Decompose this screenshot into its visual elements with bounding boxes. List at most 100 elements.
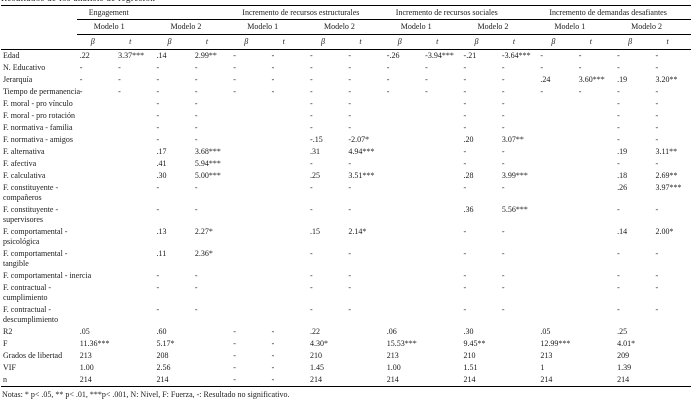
table-cell	[230, 182, 268, 204]
table-cell: .17	[156, 147, 167, 156]
table-cell: -	[271, 51, 275, 60]
table-cell: .24	[540, 75, 551, 84]
table-cell: -3.64***	[501, 51, 531, 60]
table-cell	[192, 350, 230, 362]
table-cell	[345, 326, 383, 338]
table-cell	[384, 98, 422, 110]
table-cell: -	[425, 75, 428, 84]
table-cell: -	[386, 75, 390, 84]
model-header: Modelo 1	[230, 19, 308, 35]
table-cell	[384, 110, 422, 122]
table-cell: -	[386, 63, 390, 72]
table-cell: -	[501, 147, 505, 156]
table-cell: -	[501, 227, 505, 236]
table-cell	[499, 326, 537, 338]
table-cell: -	[118, 75, 121, 84]
table-cell: -	[655, 159, 659, 168]
table-cell: -	[617, 135, 620, 144]
table-cell	[230, 122, 268, 134]
table-cell	[576, 110, 614, 122]
row-label: n	[1, 374, 77, 387]
table-cell: -	[348, 99, 352, 108]
table-cell: -	[425, 87, 428, 96]
group-header-demandas-desafiantes: Incremento de demandas desafiantes	[537, 5, 691, 20]
table-cell	[269, 146, 307, 158]
stub-cell	[1, 20, 77, 35]
beta-column-header: β	[614, 34, 653, 50]
table-cell: -	[463, 99, 467, 108]
table-cell: -.15	[310, 135, 323, 144]
table-cell: -	[463, 75, 467, 84]
table-cell: -	[501, 123, 505, 132]
model-header: Modelo 1	[383, 19, 461, 35]
table-cell	[77, 110, 115, 122]
table-cell	[576, 98, 614, 110]
table-cell: -	[463, 249, 467, 258]
table-cell	[115, 338, 153, 350]
table-cell: -	[463, 183, 467, 192]
table-cell: -	[156, 99, 160, 108]
table-cell: 5.17*	[156, 339, 175, 348]
table-cell: -	[463, 63, 467, 72]
table-cell: 15.53***	[386, 339, 417, 348]
table-cell	[230, 110, 268, 122]
table-cell: 1.51	[463, 363, 478, 372]
table-cell: 214	[460, 374, 499, 387]
row-label: F. normativa - familia	[3, 123, 73, 132]
table-cell	[422, 304, 460, 326]
table-cell	[422, 182, 460, 204]
t-column-header: t	[268, 34, 308, 50]
table-cell: 1.00	[386, 363, 401, 372]
table-cell: -	[156, 283, 160, 292]
row-label: R2	[3, 327, 13, 336]
table-cell	[384, 270, 422, 282]
table-cell: -	[348, 305, 352, 314]
table-cell: -	[348, 111, 352, 120]
row-label: Grados de libertad	[3, 351, 63, 360]
table-cell	[77, 134, 115, 146]
table-cell	[77, 226, 115, 248]
row-label: VIF	[3, 363, 16, 372]
table-cell: .30	[463, 327, 474, 336]
table-cell: -	[156, 305, 160, 314]
stub-cell	[1, 6, 77, 20]
table-cell	[537, 204, 575, 226]
table-cell	[652, 362, 691, 374]
table-cell: -	[310, 63, 313, 72]
table-cell: -	[79, 63, 83, 72]
table-cell: 12.99***	[540, 339, 571, 348]
table-cell: -2.07*	[348, 135, 370, 144]
table-cell: -	[655, 99, 659, 108]
row-label: F. moral - pro vínculo	[3, 99, 73, 108]
table-cell	[537, 146, 575, 158]
table-cell: -	[501, 249, 505, 258]
table-cell	[537, 134, 575, 146]
beta-column-header: β	[230, 34, 269, 50]
table-cell	[230, 98, 268, 110]
table-cell: 213	[386, 351, 399, 360]
beta-column-header: β	[153, 34, 192, 50]
table-row: n 214 214- -214 214 214 214 214	[1, 374, 691, 387]
table-cell	[422, 122, 460, 134]
table-cell	[384, 204, 422, 226]
beta-column-header: β	[460, 34, 499, 50]
table-cell: 2.00*	[655, 227, 674, 236]
table-cell: .28	[463, 171, 474, 180]
table-cell: -	[310, 111, 313, 120]
table-cell: 2.69**	[655, 171, 678, 180]
table-cell: -	[617, 271, 620, 280]
table-cell	[345, 362, 383, 374]
table-cell	[537, 248, 575, 270]
model-header: Modelo 2	[614, 19, 691, 35]
table-cell: -	[271, 63, 275, 72]
table-cell: -	[348, 249, 352, 258]
t-column-header: t	[498, 34, 538, 50]
row-label: F. comportamental - inercia	[3, 271, 92, 280]
table-row: F. comportamental - psicológica .13 2.27*.…	[1, 226, 691, 248]
beta-column-header: β	[383, 34, 423, 50]
table-cell	[422, 248, 460, 270]
table-cell: -	[463, 283, 467, 292]
row-label: F. calculativa	[3, 171, 46, 180]
table-cell: -	[268, 374, 308, 387]
table-cell: .25	[617, 327, 628, 336]
